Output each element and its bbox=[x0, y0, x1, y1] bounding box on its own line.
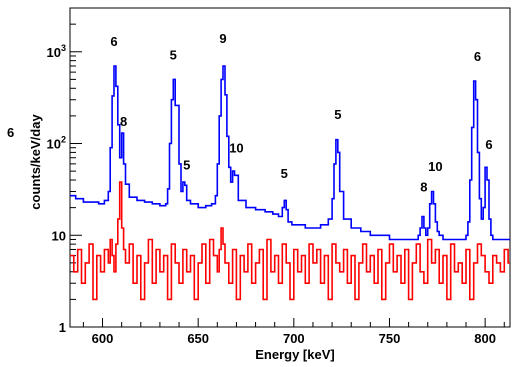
plot-frame bbox=[69, 7, 511, 328]
peak-label: 5 bbox=[183, 158, 190, 173]
corner-label: 6 bbox=[7, 125, 14, 140]
peak-label: 5 bbox=[170, 48, 177, 63]
peak-label: 10 bbox=[428, 159, 442, 174]
y-tick-label: 103 bbox=[47, 43, 66, 60]
peak-label: 8 bbox=[420, 179, 427, 194]
peak-label: 6 bbox=[474, 49, 481, 64]
peak-label: 5 bbox=[281, 166, 288, 181]
x-tick-label: 700 bbox=[283, 331, 305, 346]
peak-label: 5 bbox=[334, 107, 341, 122]
x-axis-title: Energy [keV] bbox=[255, 347, 334, 362]
x-tick-label: 600 bbox=[92, 331, 114, 346]
y-tick-label: 10 bbox=[52, 228, 66, 243]
peak-label: 6 bbox=[110, 34, 117, 49]
x-tick-label: 750 bbox=[379, 331, 401, 346]
y-tick-label: 102 bbox=[47, 135, 66, 152]
peak-label: 9 bbox=[219, 31, 226, 46]
x-tick-label: 650 bbox=[187, 331, 209, 346]
y-tick-label: 1 bbox=[59, 320, 66, 335]
axes-layer: 600 650 700 750 800 1 10 102 103 bbox=[47, 7, 511, 346]
peak-label: 10 bbox=[229, 140, 243, 155]
peak-label: 8 bbox=[120, 114, 127, 129]
series-line-red bbox=[70, 181, 510, 301]
series-layer bbox=[70, 65, 510, 301]
y-axis-title: counts/keV/day bbox=[28, 114, 43, 210]
peak-label: 6 bbox=[485, 137, 492, 152]
series-line-blue bbox=[70, 65, 510, 241]
x-tick-label: 800 bbox=[474, 331, 496, 346]
